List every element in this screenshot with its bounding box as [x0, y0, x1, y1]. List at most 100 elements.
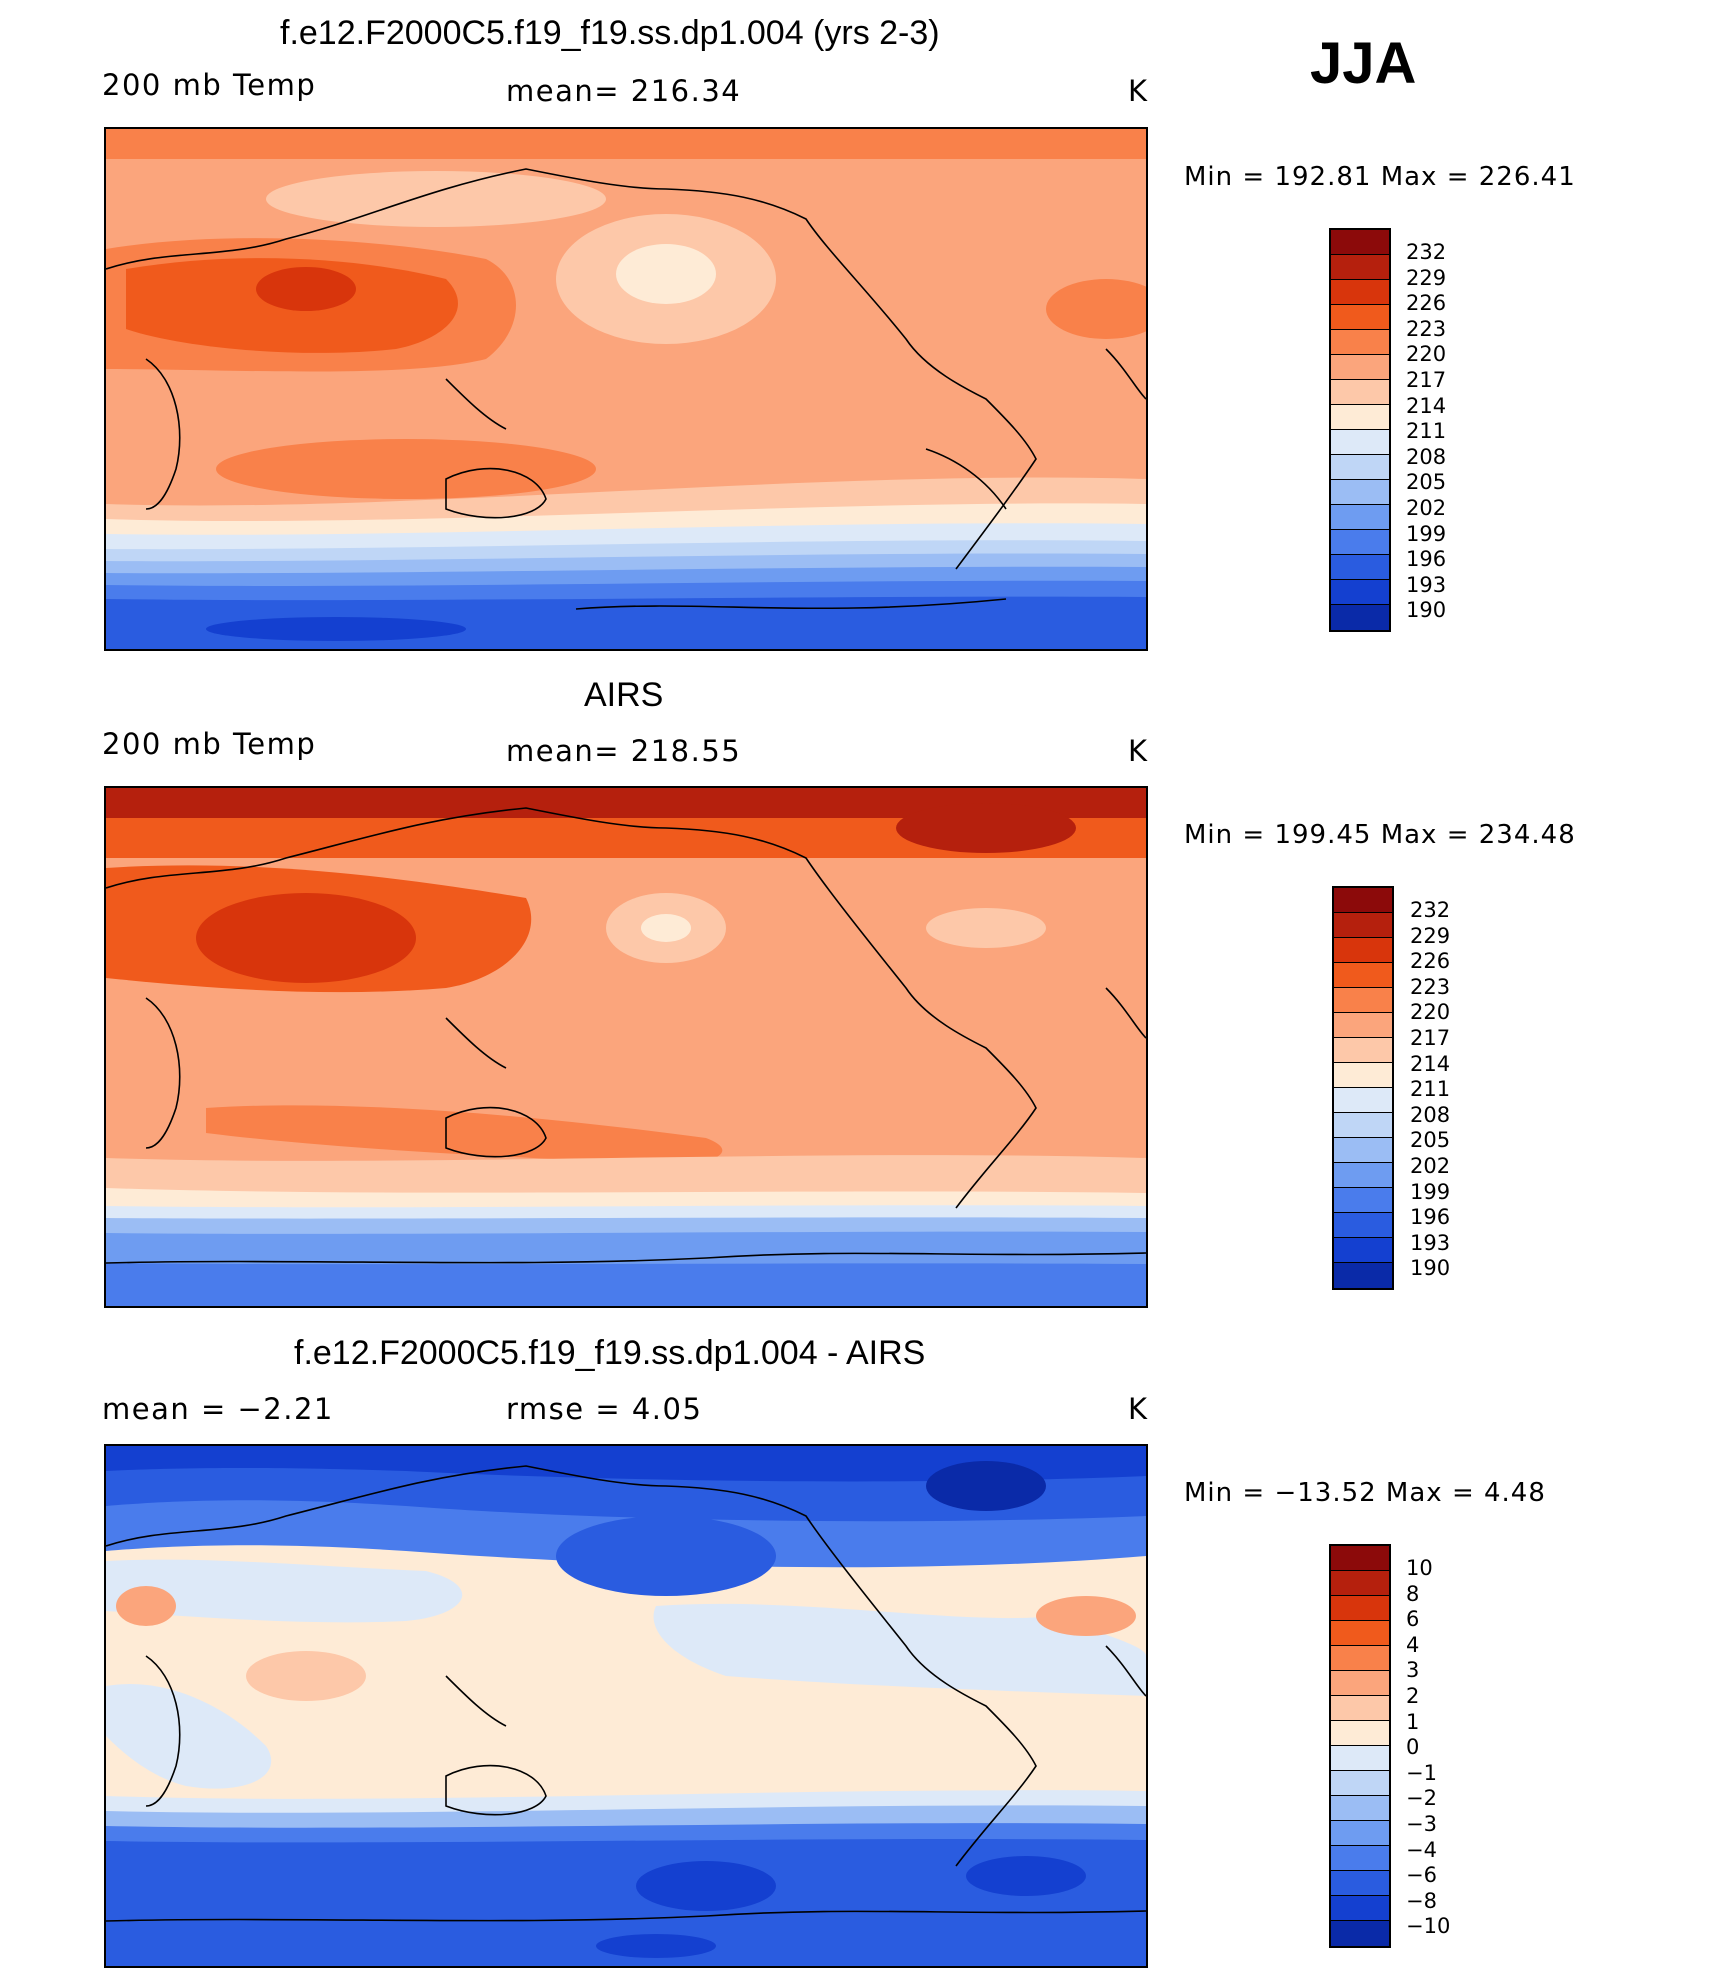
panel2-colorbar-box — [1334, 1038, 1392, 1063]
panel2-colorbar-box — [1334, 1138, 1392, 1163]
colorbar-tick-label: 3 — [1406, 1658, 1420, 1683]
panel3-colorbar-box — [1331, 1921, 1389, 1946]
colorbar-tick-label: 208 — [1406, 444, 1447, 469]
colorbar-tick-label: 223 — [1410, 974, 1451, 999]
colorbar-tick-label: 211 — [1410, 1077, 1451, 1102]
panel3-minmax-label: Min = −13.52 Max = 4.48 — [1184, 1478, 1546, 1508]
colorbar-tick-label: 217 — [1406, 368, 1447, 392]
colorbar-tick-label: 10 — [1406, 1556, 1433, 1580]
colorbar-tick-label: 193 — [1406, 572, 1447, 597]
colorbar-tick-label: −10 — [1406, 1914, 1451, 1939]
panel2-contour-field — [106, 788, 1146, 1306]
panel2-colorbar-box — [1334, 1263, 1392, 1288]
panel2-colorbar-box — [1334, 1063, 1392, 1088]
panel2-colorbar-box — [1334, 938, 1392, 963]
panel1-colorbar-box — [1331, 555, 1389, 580]
panel1-coastlines — [106, 168, 1146, 610]
panel2-colorbar-box — [1334, 888, 1392, 913]
colorbar-tick-label: 0 — [1406, 1735, 1420, 1760]
panel3-colorbar-box — [1331, 1746, 1389, 1771]
colorbar-tick-label: 226 — [1410, 949, 1451, 974]
colorbar-tick-label: −4 — [1406, 1837, 1437, 1862]
panel1-colorbar-box — [1331, 330, 1389, 355]
panel3-colorbar-box — [1331, 1771, 1389, 1796]
colorbar-tick-label: 214 — [1410, 1051, 1451, 1076]
panel2-colorbar-box — [1334, 1163, 1392, 1188]
panel2-units-label: K — [1128, 734, 1149, 768]
panel1-colorbar-box — [1331, 430, 1389, 455]
panel2-mean-label: mean= 218.55 — [506, 734, 742, 768]
panel2-minmax-label: Min = 199.45 Max = 234.48 — [1184, 820, 1576, 850]
colorbar-tick-label: 199 — [1406, 521, 1447, 546]
panel2-colorbar-box — [1334, 1238, 1392, 1263]
colorbar-tick-label: 196 — [1410, 1205, 1451, 1230]
panel2-colorbar-box — [1334, 1213, 1392, 1238]
panel1-colorbar-box — [1331, 255, 1389, 280]
panel2-colorbar-box — [1334, 963, 1392, 988]
colorbar-tick-label: 232 — [1410, 898, 1451, 922]
panel1-contour-field — [106, 129, 1146, 649]
colorbar-tick-label: 205 — [1410, 1128, 1451, 1153]
colorbar-tick-label: 199 — [1410, 1179, 1451, 1204]
colorbar-tick-label: −6 — [1406, 1863, 1437, 1888]
colorbar-tick-label: 1 — [1406, 1709, 1420, 1734]
panel3-coastlines — [106, 1465, 1146, 1922]
panel1-units-label: K — [1128, 74, 1149, 108]
colorbar-tick-label: −3 — [1406, 1812, 1437, 1836]
panel3-colorbar-box — [1331, 1871, 1389, 1896]
panel2-colorbar-box — [1334, 1113, 1392, 1138]
colorbar-tick-label: 6 — [1406, 1607, 1420, 1632]
colorbar-tick-label: 196 — [1406, 547, 1447, 572]
panel3-mean-label: mean = −2.21 — [102, 1392, 334, 1426]
panel2-colorbar-box — [1334, 988, 1392, 1013]
colorbar-tick-label: 190 — [1410, 1256, 1451, 1281]
colorbar-tick-label: 8 — [1406, 1581, 1420, 1606]
panel3-colorbar-box — [1331, 1621, 1389, 1646]
panel1-colorbar-box — [1331, 355, 1389, 380]
colorbar-tick-label: 226 — [1406, 291, 1447, 316]
panel1-colorbar-box — [1331, 305, 1389, 330]
panel3-title: f.e12.F2000C5.f19_f19.ss.dp1.004 - AIRS — [294, 1334, 926, 1372]
panel1-colorbar-box — [1331, 605, 1389, 630]
panel2-colorbar-box — [1334, 913, 1392, 938]
panel3-colorbar-box — [1331, 1796, 1389, 1821]
colorbar-tick-label: 229 — [1410, 923, 1451, 948]
panel3-map — [104, 1444, 1148, 1968]
colorbar-tick-label: 223 — [1406, 316, 1447, 341]
panel3-colorbar-box — [1331, 1596, 1389, 1621]
colorbar-tick-label: −8 — [1406, 1888, 1437, 1913]
panel3-units-label: K — [1128, 1392, 1149, 1426]
panel1-colorbar — [1329, 228, 1391, 632]
colorbar-tick-label: 217 — [1410, 1026, 1451, 1050]
panel1-variable-label: 200 mb Temp — [102, 68, 317, 102]
colorbar-tick-label: 220 — [1406, 342, 1447, 367]
panel1-colorbar-box — [1331, 480, 1389, 505]
panel2-coastlines — [106, 807, 1146, 1264]
panel3-colorbar-box — [1331, 1646, 1389, 1671]
panel2-map — [104, 786, 1148, 1308]
panel1-mean-label: mean= 216.34 — [506, 74, 742, 108]
colorbar-tick-label: 2 — [1406, 1684, 1420, 1708]
colorbar-tick-label: 220 — [1410, 1000, 1451, 1025]
panel1-colorbar-box — [1331, 230, 1389, 255]
colorbar-tick-label: −1 — [1406, 1760, 1437, 1785]
panel3-colorbar-box — [1331, 1671, 1389, 1696]
panel1-minmax-label: Min = 192.81 Max = 226.41 — [1184, 162, 1576, 192]
colorbar-tick-label: 208 — [1410, 1102, 1451, 1127]
panel2-title: AIRS — [584, 676, 664, 714]
panel2-colorbar — [1332, 886, 1394, 1290]
colorbar-tick-label: 190 — [1406, 598, 1447, 623]
colorbar-tick-label: 214 — [1406, 393, 1447, 418]
panel3-colorbar-box — [1331, 1846, 1389, 1871]
colorbar-tick-label: 193 — [1410, 1230, 1451, 1255]
panel1-title: f.e12.F2000C5.f19_f19.ss.dp1.004 (yrs 2-… — [280, 14, 940, 52]
colorbar-tick-label: 232 — [1406, 240, 1447, 264]
panel3-colorbar-box — [1331, 1821, 1389, 1846]
panel1-colorbar-box — [1331, 580, 1389, 605]
panel3-colorbar-box — [1331, 1696, 1389, 1721]
panel3-colorbar-box — [1331, 1896, 1389, 1921]
colorbar-tick-label: 205 — [1406, 470, 1447, 495]
season-label: JJA — [1310, 31, 1417, 96]
panel2-colorbar-box — [1334, 1188, 1392, 1213]
colorbar-tick-label: 229 — [1406, 265, 1447, 290]
